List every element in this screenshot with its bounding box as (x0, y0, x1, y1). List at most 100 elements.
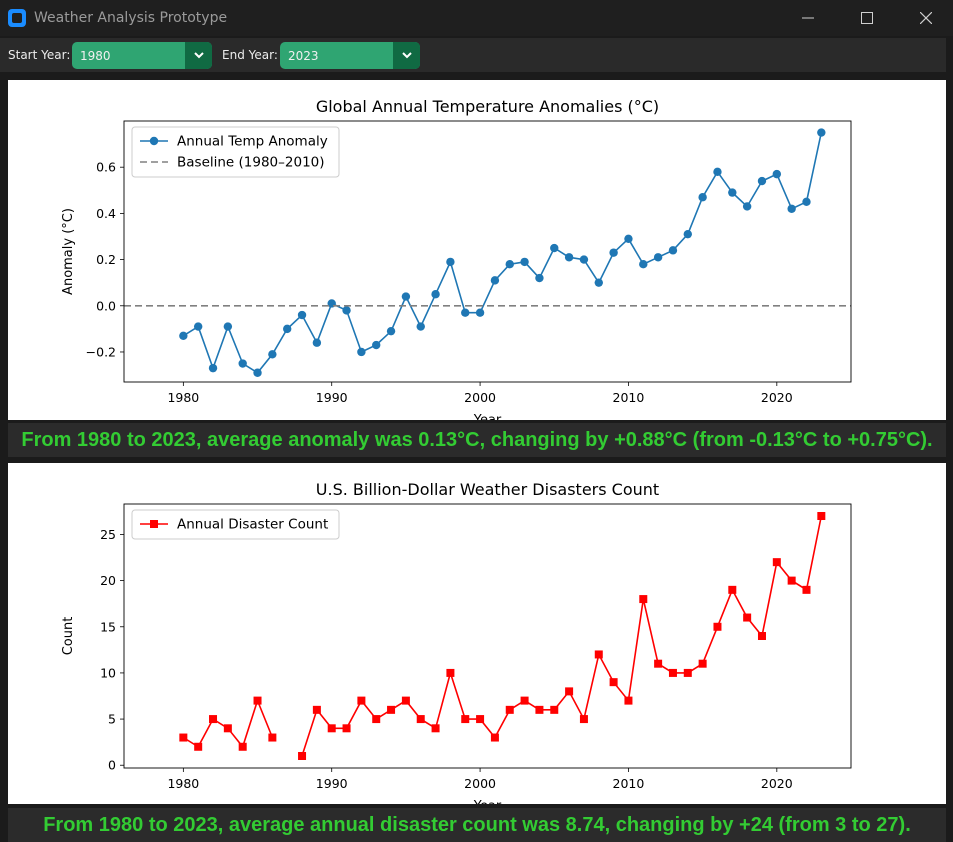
data-point (312, 705, 321, 714)
legend-label: Annual Disaster Count (177, 517, 328, 533)
legend-label: Baseline (1980–2010) (177, 155, 325, 171)
x-tick-label: 1980 (167, 776, 199, 791)
chart-title: Global Annual Temperature Anomalies (°C) (316, 97, 659, 116)
data-point (372, 715, 381, 724)
x-tick-label: 2000 (464, 390, 496, 405)
data-point (728, 188, 737, 197)
x-tick-label: 1990 (316, 390, 348, 405)
data-point (594, 278, 603, 287)
disaster-chart-panel: U.S. Billion-Dollar Weather Disasters Co… (8, 463, 946, 804)
data-point (312, 338, 322, 347)
data-point (683, 668, 692, 677)
data-point (283, 324, 292, 334)
data-point (757, 176, 767, 186)
minimize-icon (802, 17, 814, 19)
app-icon (8, 9, 26, 27)
data-point (490, 276, 500, 285)
y-tick-label: 15 (100, 619, 116, 634)
chevron-down-icon[interactable] (393, 42, 420, 69)
data-point (668, 246, 678, 255)
data-point (342, 724, 351, 733)
start-year-label: Start Year: (8, 48, 71, 62)
x-axis-label: Year (473, 799, 502, 804)
y-tick-label: 20 (100, 573, 116, 588)
data-point (787, 204, 796, 213)
title-bar: Weather Analysis Prototype (0, 0, 953, 36)
data-point (298, 752, 307, 760)
data-point (238, 742, 247, 751)
data-point (446, 257, 455, 267)
data-point (565, 687, 574, 696)
y-tick-label: 5 (108, 712, 116, 727)
data-point (238, 359, 247, 368)
data-point (268, 350, 277, 359)
data-point (654, 659, 663, 668)
start-year-dropdown[interactable]: 1980 (72, 42, 212, 69)
maximize-icon (861, 12, 873, 24)
data-point (193, 322, 203, 331)
y-tick-label: 10 (100, 665, 116, 680)
data-point (802, 585, 811, 594)
x-axis-label: Year (473, 413, 502, 420)
y-tick-label: 0.0 (96, 298, 116, 313)
temperature-summary: From 1980 to 2023, average anomaly was 0… (8, 423, 946, 457)
minimize-button[interactable] (778, 0, 838, 36)
data-point (535, 705, 544, 714)
data-point (698, 659, 707, 668)
year-toolbar: Start Year: 1980 End Year: 2023 (0, 38, 946, 72)
x-tick-label: 2020 (761, 390, 793, 405)
data-point (490, 733, 499, 742)
data-point (372, 340, 381, 350)
data-point (209, 715, 218, 724)
close-button[interactable] (896, 0, 953, 36)
end-year-dropdown[interactable]: 2023 (280, 42, 420, 69)
temperature-chart: Global Annual Temperature Anomalies (°C)… (61, 97, 852, 420)
y-axis-label: Count (61, 617, 76, 656)
chevron-down-icon[interactable] (185, 42, 212, 69)
disaster-summary: From 1980 to 2023, average annual disast… (8, 808, 946, 842)
data-point (505, 705, 514, 714)
y-tick-label: 0.2 (96, 252, 116, 267)
end-year-value: 2023 (288, 49, 319, 63)
data-point (594, 650, 603, 659)
data-point (713, 622, 722, 631)
temperature-chart-panel: Global Annual Temperature Anomalies (°C)… (8, 80, 946, 420)
data-point (416, 322, 425, 331)
x-tick-label: 2010 (613, 390, 645, 405)
data-point (431, 724, 440, 733)
data-point (728, 585, 737, 594)
close-icon (920, 12, 932, 24)
data-point (253, 368, 262, 377)
data-point (179, 331, 188, 341)
data-point (772, 169, 782, 179)
data-point (535, 273, 544, 283)
data-point (431, 290, 440, 299)
data-point (653, 253, 663, 262)
legend (131, 509, 340, 540)
data-point (787, 576, 796, 585)
data-point (297, 310, 307, 320)
plot-frame (123, 503, 852, 769)
x-tick-label: 1980 (167, 390, 199, 405)
plot-frame (123, 120, 852, 383)
data-point (639, 595, 648, 604)
data-point (639, 260, 648, 269)
data-point (194, 742, 203, 751)
start-year-value: 1980 (80, 49, 111, 63)
data-point (579, 715, 588, 724)
data-point (357, 696, 366, 705)
chart-title: U.S. Billion-Dollar Weather Disasters Co… (316, 480, 659, 499)
y-tick-label: −0.2 (86, 344, 116, 359)
legend (131, 126, 340, 178)
data-point (520, 696, 529, 705)
data-point (223, 724, 232, 733)
x-tick-label: 2010 (613, 776, 645, 791)
data-point (817, 128, 826, 137)
data-point (401, 696, 410, 705)
data-point (386, 326, 396, 336)
maximize-button[interactable] (837, 0, 897, 36)
data-point (579, 255, 589, 264)
data-point (713, 167, 722, 177)
legend-marker (149, 136, 159, 146)
data-point (387, 705, 396, 714)
